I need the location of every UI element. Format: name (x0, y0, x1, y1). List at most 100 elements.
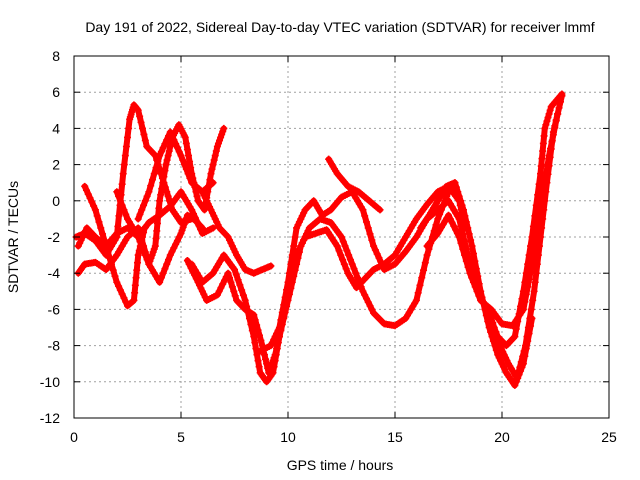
data-point-marker (239, 291, 247, 299)
data-point-marker (525, 251, 533, 259)
series-line (473, 91, 565, 349)
data-point-marker (134, 215, 142, 223)
data-point-marker (527, 242, 535, 250)
series-track-8 (188, 182, 470, 386)
data-point-marker (188, 206, 196, 214)
data-point-marker (107, 260, 115, 268)
data-point-marker (172, 140, 180, 148)
data-point-marker (523, 333, 531, 341)
data-point-marker (524, 324, 532, 331)
data-point-marker (457, 197, 465, 205)
data-point-marker (159, 144, 167, 152)
data-point-marker (464, 224, 472, 232)
data-point-marker (366, 302, 374, 310)
data-point-marker (223, 231, 231, 239)
data-point-marker (191, 214, 199, 222)
data-point-marker (253, 351, 261, 359)
data-point-marker (539, 147, 547, 155)
data-point-marker (474, 272, 482, 280)
series-track-9 (198, 188, 275, 277)
data-point-marker (164, 152, 172, 160)
data-point-marker (211, 152, 219, 160)
series-track-5 (113, 121, 228, 268)
data-point-marker (84, 190, 92, 198)
data-point-marker (452, 183, 460, 191)
data-point-marker (119, 170, 127, 178)
data-point-marker (278, 308, 286, 316)
data-point-marker (287, 260, 295, 268)
data-point-marker (262, 355, 270, 363)
data-point-marker (136, 210, 144, 218)
y-tick-label: 6 (52, 84, 60, 100)
y-tick-label: 2 (52, 157, 60, 173)
data-point-marker (95, 218, 103, 226)
data-point-marker (220, 124, 228, 132)
data-point-marker (140, 130, 148, 138)
data-point-marker (364, 298, 372, 306)
y-tick-label: -12 (40, 410, 60, 426)
data-point-marker (455, 192, 463, 200)
data-point-marker (165, 147, 173, 155)
data-point-marker (555, 104, 563, 112)
data-point-marker (183, 257, 191, 265)
data-point-marker (138, 242, 146, 250)
data-point-marker (551, 122, 559, 130)
data-point-marker (271, 357, 279, 365)
x-tick-label: 15 (387, 429, 403, 445)
data-point-marker (543, 117, 551, 125)
data-point-marker (521, 278, 529, 286)
data-point-marker (219, 280, 227, 288)
data-point-marker (116, 286, 124, 294)
data-point-marker (247, 320, 255, 328)
data-point-marker (532, 201, 540, 209)
data-point-marker (152, 164, 160, 172)
data-point-marker (333, 242, 341, 250)
data-point-marker (168, 132, 176, 140)
y-tick-label: -2 (48, 229, 61, 245)
data-point-marker (546, 106, 554, 114)
chart-title: Day 191 of 2022, Sidereal Day-to-day VTE… (85, 19, 594, 35)
data-point-marker (118, 201, 126, 209)
data-point-marker (141, 197, 149, 205)
data-point-marker (481, 302, 489, 310)
x-tick-label: 25 (601, 429, 617, 445)
data-point-marker (268, 370, 276, 378)
data-point-marker (376, 206, 384, 214)
data-point-marker (461, 212, 469, 220)
data-point-marker (541, 197, 549, 205)
data-point-marker (548, 136, 556, 144)
data-point-marker (362, 218, 370, 226)
data-point-marker (254, 357, 262, 365)
data-point-marker (423, 251, 431, 259)
data-point-marker (122, 210, 130, 218)
data-point-marker (166, 143, 174, 150)
data-point-marker (82, 186, 90, 194)
data-point-marker (131, 289, 139, 297)
data-point-marker (151, 242, 159, 250)
data-point-marker (86, 194, 94, 202)
data-point-marker (141, 251, 149, 259)
data-point-marker (516, 363, 524, 371)
data-point-marker (277, 316, 285, 324)
data-point-marker (340, 260, 348, 268)
data-point-marker (539, 215, 547, 223)
y-tick-label: 8 (52, 48, 60, 64)
data-point-marker (134, 251, 142, 259)
data-point-marker (457, 222, 465, 230)
data-point-marker (136, 112, 144, 120)
data-point-marker (183, 146, 191, 154)
data-point-marker (131, 281, 139, 289)
data-point-marker (461, 251, 469, 259)
series-layer (72, 90, 566, 389)
data-point-marker (209, 161, 217, 169)
series-track-11 (325, 155, 384, 214)
data-point-marker (120, 294, 128, 302)
data-point-marker (209, 224, 217, 232)
x-tick-label: 20 (494, 429, 510, 445)
data-point-marker (170, 136, 178, 144)
y-axis-label: SDTVAR / TECUs (5, 181, 21, 293)
data-point-marker (552, 116, 560, 124)
data-point-marker (459, 245, 467, 253)
data-point-marker (248, 327, 256, 335)
